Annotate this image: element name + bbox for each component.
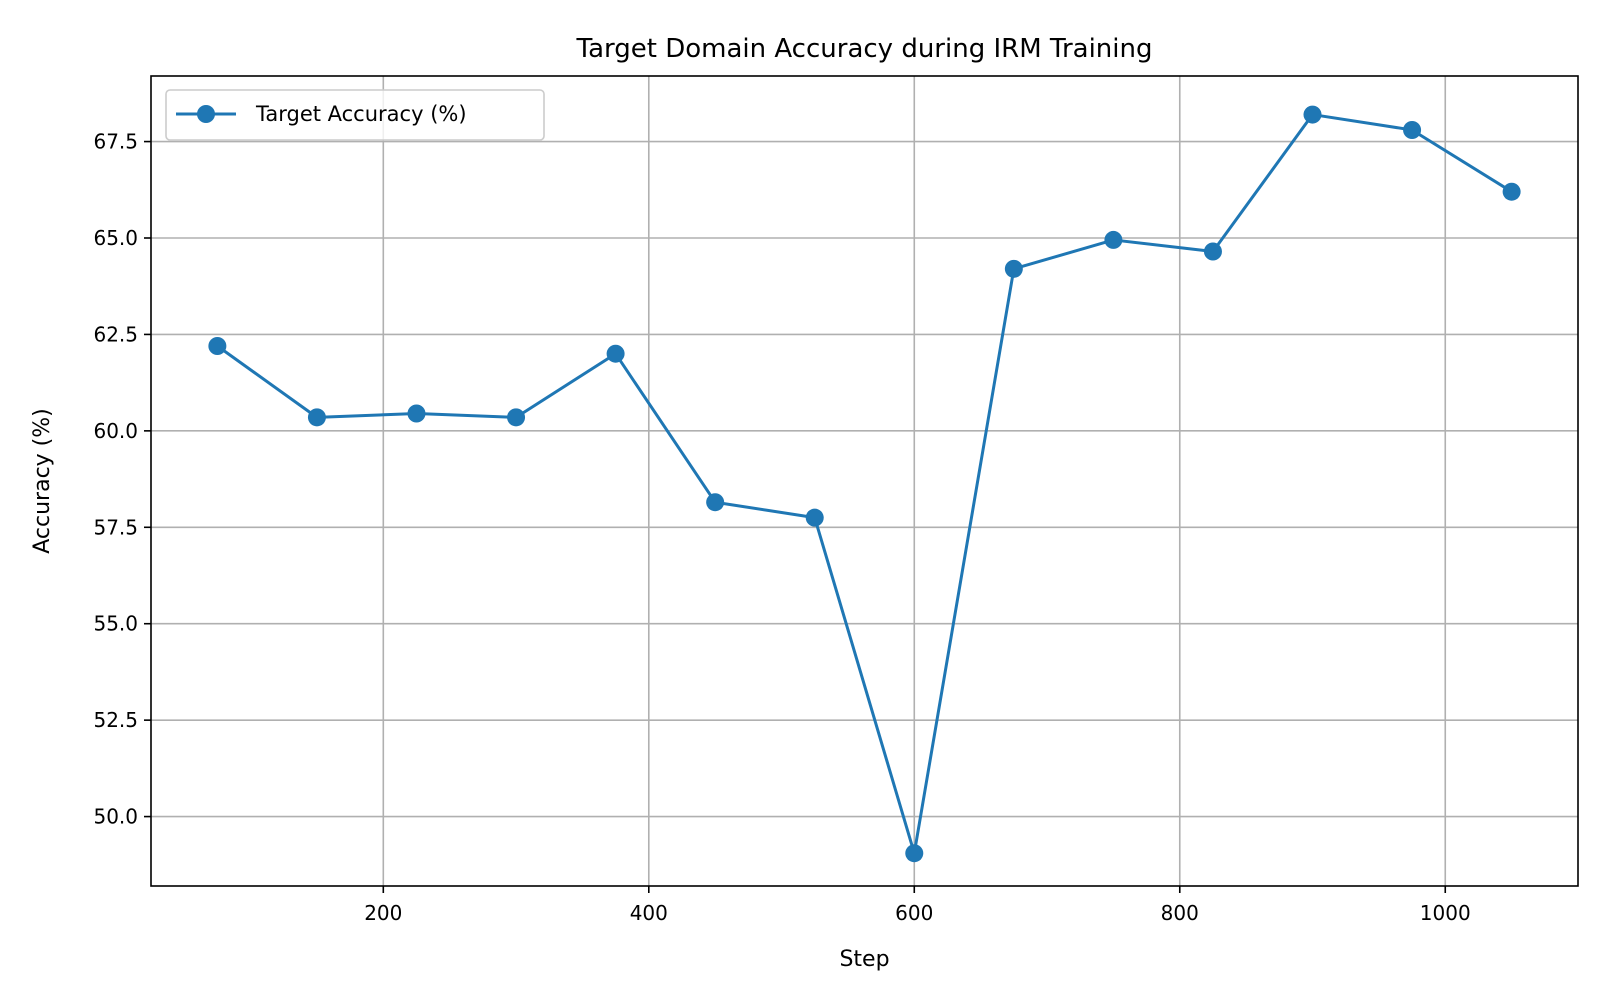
legend-marker-swatch xyxy=(197,105,215,123)
data-point xyxy=(407,404,426,423)
chart-title: Target Domain Accuracy during IRM Traini… xyxy=(576,34,1153,64)
x-tick-label: 400 xyxy=(630,901,668,925)
data-point xyxy=(507,408,526,427)
y-tick-label: 55.0 xyxy=(93,612,138,636)
data-point xyxy=(1403,121,1422,139)
y-tick-label: 62.5 xyxy=(93,322,138,346)
axis-ticks: 200 400 600 800 1000 50.0 52.5 55.0 57.5 60.0 62.5… xyxy=(93,130,1470,925)
x-axis-label: Step xyxy=(839,947,889,972)
legend: Target Accuracy (%) xyxy=(165,89,545,141)
y-tick-label: 52.5 xyxy=(93,708,138,732)
y-tick-label: 67.5 xyxy=(93,130,138,154)
x-tick-label: 800 xyxy=(1161,901,1199,925)
y-tick-label: 60.0 xyxy=(93,419,138,443)
legend-label: Target Accuracy (%) xyxy=(255,102,467,126)
data-point xyxy=(1203,242,1222,261)
legend-box xyxy=(165,89,545,141)
y-tick-label: 65.0 xyxy=(93,226,138,250)
data-point xyxy=(1104,230,1123,249)
x-tick-label: 1000 xyxy=(1420,901,1471,925)
data-point xyxy=(1502,182,1521,201)
data-point xyxy=(307,408,326,427)
y-tick-label: 50.0 xyxy=(93,805,138,829)
x-tick-label: 200 xyxy=(364,901,402,925)
data-point xyxy=(606,344,625,363)
data-point xyxy=(805,508,824,527)
data-point xyxy=(1303,105,1322,124)
y-axis-label: Accuracy (%) xyxy=(30,408,55,554)
plot-frame xyxy=(150,75,1579,887)
series-line xyxy=(216,113,1513,855)
data-point xyxy=(208,337,227,355)
x-tick-label: 600 xyxy=(895,901,933,925)
y-tick-label: 57.5 xyxy=(93,515,138,539)
data-point xyxy=(905,844,924,863)
data-point xyxy=(1004,259,1023,278)
data-point xyxy=(706,493,725,512)
series-layer xyxy=(208,105,1521,863)
grid xyxy=(151,76,1578,886)
